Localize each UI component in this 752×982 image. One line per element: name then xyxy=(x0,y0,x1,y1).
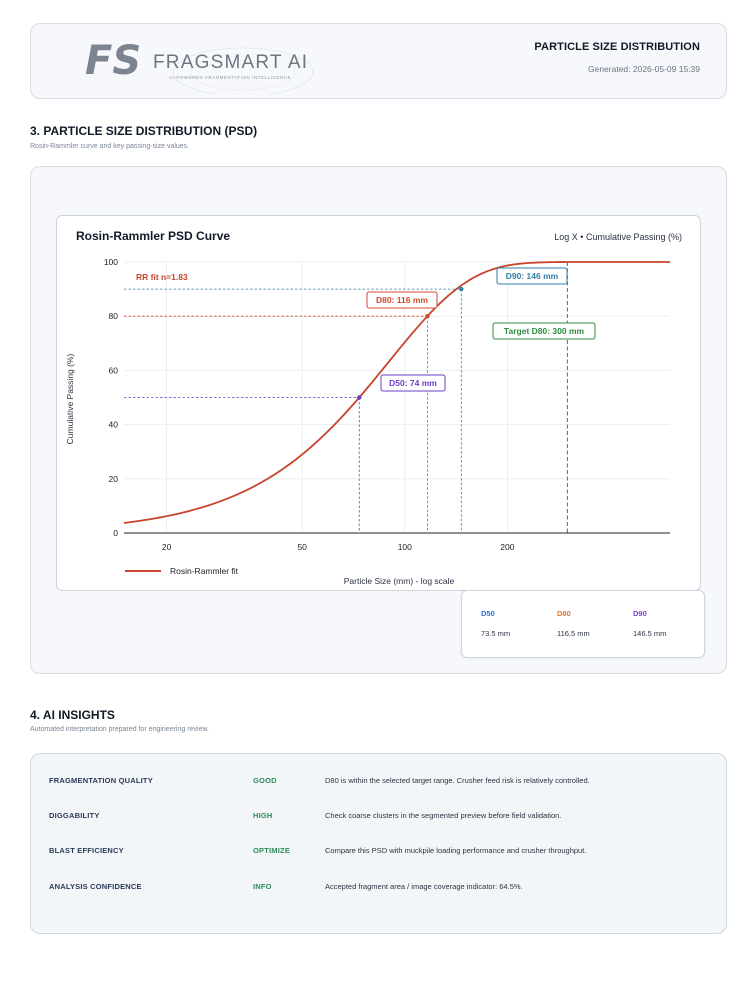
stat-d80-value: 116.5 mm xyxy=(557,629,590,638)
insight-row: ANALYSIS CONFIDENCE INFO Accepted fragme… xyxy=(31,882,726,896)
marker-point xyxy=(357,395,362,400)
ai-section-title: 4. AI INSIGHTS xyxy=(30,708,115,722)
x-tick-label: 50 xyxy=(297,542,307,552)
d50-annotation-label: D50: 74 mm xyxy=(389,378,437,388)
insight-status: GOOD xyxy=(253,776,277,785)
stat-d50-label: D50 xyxy=(481,609,495,618)
insight-label: FRAGMENTATION QUALITY xyxy=(49,776,153,785)
logo-mark: FS xyxy=(85,38,141,84)
psd-section-title: 3. PARTICLE SIZE DISTRIBUTION (PSD) xyxy=(30,124,258,138)
insight-status: OPTIMIZE xyxy=(253,846,291,855)
report-title: PARTICLE SIZE DISTRIBUTION xyxy=(534,41,700,53)
fragsmart-logo: FS FRAGSMART AI AI-POWERED FRAGMENTATION… xyxy=(85,38,314,94)
ai-insights-panel: FRAGMENTATION QUALITY GOOD D80 is within… xyxy=(30,753,727,934)
report-header: FS FRAGSMART AI AI-POWERED FRAGMENTATION… xyxy=(30,23,727,99)
stats-summary: D50 73.5 mm D80 116.5 mm D90 146.5 mm xyxy=(461,590,705,658)
psd-chart: Rosin-Rammler PSD Curve Log X • Cumulati… xyxy=(56,215,701,591)
x-tick-label: 100 xyxy=(398,542,412,552)
marker-point xyxy=(459,286,464,292)
y-axis-label: Cumulative Passing (%) xyxy=(65,353,75,444)
insight-text: D80 is within the selected target range.… xyxy=(325,776,590,785)
chart-title: Rosin-Rammler PSD Curve xyxy=(76,229,230,243)
d90-annotation-box xyxy=(496,267,568,285)
chart-subtitle: Log X • Cumulative Passing (%) xyxy=(554,232,682,242)
psd-chart-svg: Rosin-Rammler PSD Curve Log X • Cumulati… xyxy=(65,229,682,586)
ai-section-subtitle: Automated interpretation prepared for en… xyxy=(30,726,209,733)
target-d80-annotation-label: Target D80: 300 mm xyxy=(504,326,585,336)
chart-plot-area: 0 20 40 60 80 100 20 50 100 200 D50: 74 mm D80: 116… xyxy=(104,257,670,576)
psd-section-subtitle: Rosin-Rammler curve and key passing-size… xyxy=(30,143,190,150)
insight-status: HIGH xyxy=(253,811,273,820)
rosin-rammler-curve xyxy=(123,261,670,524)
insight-text: Compare this PSD with muckpile loading p… xyxy=(325,846,587,855)
stat-d90-value: 146.5 mm xyxy=(633,629,667,638)
marker-point xyxy=(425,314,430,319)
stat-d80-label: D80 xyxy=(557,609,571,618)
stat-d50: D50 73.5 mm xyxy=(481,609,551,638)
y-tick-label: 100 xyxy=(104,257,118,267)
insight-label: ANALYSIS CONFIDENCE xyxy=(49,882,142,891)
d80-annotation-label: D80: 116 mm xyxy=(376,295,428,305)
insight-row: BLAST EFFICIENCY OPTIMIZE Compare this P… xyxy=(31,846,726,860)
generated-timestamp: Generated: 2026-05-09 15:39 xyxy=(587,64,700,74)
rr-fit-label: RR fit n=1.83 xyxy=(136,272,188,282)
insight-status: INFO xyxy=(253,882,272,891)
y-tick-label: 40 xyxy=(109,420,119,430)
x-axis-label: Particle Size (mm) - log scale xyxy=(344,576,455,586)
y-tick-label: 60 xyxy=(109,365,119,375)
d80-annotation-box xyxy=(366,291,438,309)
target-d80-annotation-box xyxy=(492,322,596,340)
stat-d90: D90 146.5 mm xyxy=(633,609,703,638)
insight-text: Accepted fragment area / image coverage … xyxy=(325,882,523,891)
y-tick-label: 20 xyxy=(109,474,119,484)
insight-label: DIGGABILITY xyxy=(49,811,100,820)
logo-tagline: AI-POWERED FRAGMENTATION INTELLIGENCE xyxy=(169,75,291,80)
y-tick-label: 80 xyxy=(109,311,119,321)
x-tick-label: 200 xyxy=(500,542,514,552)
stat-d50-value: 73.5 mm xyxy=(481,629,511,638)
insight-text: Check coarse clusters in the segmented p… xyxy=(325,811,562,820)
logo-name: FRAGSMART AI xyxy=(153,52,308,73)
d50-annotation-box xyxy=(380,374,446,392)
y-tick-label: 0 xyxy=(113,528,118,538)
x-tick-label: 20 xyxy=(162,542,172,552)
d90-annotation-label: D90: 146 mm xyxy=(506,271,559,281)
insight-row: DIGGABILITY HIGH Check coarse clusters i… xyxy=(31,811,726,825)
stat-d90-label: D90 xyxy=(633,609,647,618)
legend-label: Rosin-Rammler fit xyxy=(170,566,239,576)
insight-row: FRAGMENTATION QUALITY GOOD D80 is within… xyxy=(31,776,726,790)
stat-d80: D80 116.5 mm xyxy=(557,609,627,638)
insight-label: BLAST EFFICIENCY xyxy=(49,846,124,855)
